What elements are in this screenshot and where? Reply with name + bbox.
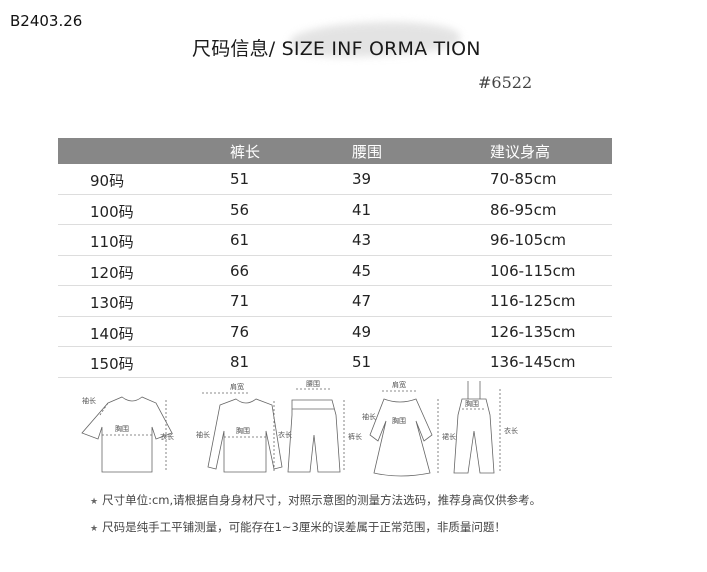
table-cell: 81: [230, 353, 250, 371]
table-cell: 90码: [90, 172, 125, 190]
note-item: ★ 尺寸单位:cm,请根据自身身材尺寸，对照示意图的测量方法选码，推荐身高仅供参考…: [90, 488, 541, 515]
sweater-diagram: 肩宽 袖长 胸围 衣长: [196, 382, 292, 473]
table-row: 130码 71 47 116-125cm: [58, 286, 612, 317]
table-cell: 45: [352, 261, 372, 280]
table-row: 140码 76 49 126-135cm: [58, 317, 612, 347]
table-cell: 100码: [90, 202, 134, 221]
table-cell: 61: [230, 231, 250, 249]
size-table: 裤长 腰围 建议身高 90码 51 39 70-85cm 100码 56 41 86-95cm…: [58, 138, 612, 378]
style-number: #6522: [478, 73, 533, 92]
table-cell: 140码: [90, 324, 134, 343]
table-cell: 106-115cm: [490, 261, 576, 280]
table-cell: 41: [352, 200, 372, 219]
note-text: 尺寸单位:cm,请根据自身身材尺寸，对照示意图的测量方法选码，推荐身高仅供参考。: [102, 493, 542, 507]
table-row: 150码 81 51 136-145cm: [58, 347, 612, 378]
table-cell: 66: [230, 261, 250, 280]
table-cell: 150码: [90, 355, 134, 373]
table-cell: 43: [352, 231, 372, 249]
chest-label: 胸围: [115, 424, 129, 433]
note-text: 尺码是纯手工平铺测量，可能存在1~3厘米的误差属于正常范围，非质量问题！: [102, 520, 506, 534]
tshirt-diagram: 袖长 胸围 衣长: [81, 396, 174, 473]
length-label: 裤长: [348, 432, 362, 441]
column-header: 建议身高: [490, 143, 551, 161]
length-label: 衣长: [160, 432, 174, 441]
chest-label: 胸围: [236, 426, 250, 435]
product-code: B2403.26: [10, 12, 83, 30]
length-label: 裙长: [442, 432, 456, 441]
table-row: 120码 66 45 106-115cm: [58, 256, 612, 286]
shoulder-label: 肩宽: [392, 380, 406, 389]
star-icon: ★: [90, 524, 99, 534]
shoulder-label: 肩宽: [230, 382, 244, 391]
sleeve-label: 袖长: [362, 412, 376, 421]
shorts-diagram: 腰围 裤长: [287, 380, 362, 473]
table-cell: 120码: [90, 263, 134, 282]
note-item: ★ 尺码是纯手工平铺测量，可能存在1~3厘米的误差属于正常范围，非质量问题！: [90, 515, 541, 542]
column-header: 腰围: [352, 143, 383, 161]
table-cell: 116-125cm: [490, 292, 576, 310]
table-cell: 51: [352, 353, 372, 371]
table-cell: 49: [352, 322, 372, 341]
measurement-diagrams: 袖长 胸围 衣长 肩宽 袖长 胸围 衣长 腰围 裤长 肩宽 袖长 胸围 裙长 胸…: [81, 380, 518, 477]
table-cell: 70-85cm: [490, 170, 557, 188]
table-cell: 56: [230, 200, 250, 219]
overalls-diagram: 胸围 衣长: [453, 381, 518, 474]
table-row: 100码 56 41 86-95cm: [58, 195, 612, 225]
sleeve-label: 袖长: [82, 396, 96, 405]
table-cell: 110码: [90, 233, 134, 251]
length-label: 衣长: [278, 430, 292, 439]
length-label: 衣长: [504, 426, 518, 435]
waist-label: 腰围: [306, 380, 320, 388]
table-cell: 136-145cm: [490, 353, 576, 371]
table-cell: 39: [352, 170, 372, 188]
star-icon: ★: [90, 497, 99, 507]
table-cell: 126-135cm: [490, 322, 576, 341]
table-row: 90码 51 39 70-85cm: [58, 164, 612, 195]
dress-diagram: 肩宽 袖长 胸围 裙长: [362, 380, 456, 477]
page-title: 尺码信息/ SIZE INF ORMA TION: [192, 38, 481, 60]
table-cell: 71: [230, 292, 250, 310]
table-header: 裤长 腰围 建议身高: [58, 138, 612, 164]
table-cell: 96-105cm: [490, 231, 566, 249]
table-cell: 86-95cm: [490, 200, 557, 219]
table-cell: 130码: [90, 294, 134, 312]
sleeve-label: 袖长: [196, 430, 210, 439]
table-cell: 51: [230, 170, 250, 188]
table-row: 110码 61 43 96-105cm: [58, 225, 612, 256]
chest-label: 胸围: [392, 416, 406, 425]
column-header: 裤长: [230, 143, 261, 161]
table-cell: 47: [352, 292, 372, 310]
table-cell: 76: [230, 322, 250, 341]
chest-label: 胸围: [465, 399, 479, 408]
notes: ★ 尺寸单位:cm,请根据自身身材尺寸，对照示意图的测量方法选码，推荐身高仅供参考…: [90, 488, 541, 542]
